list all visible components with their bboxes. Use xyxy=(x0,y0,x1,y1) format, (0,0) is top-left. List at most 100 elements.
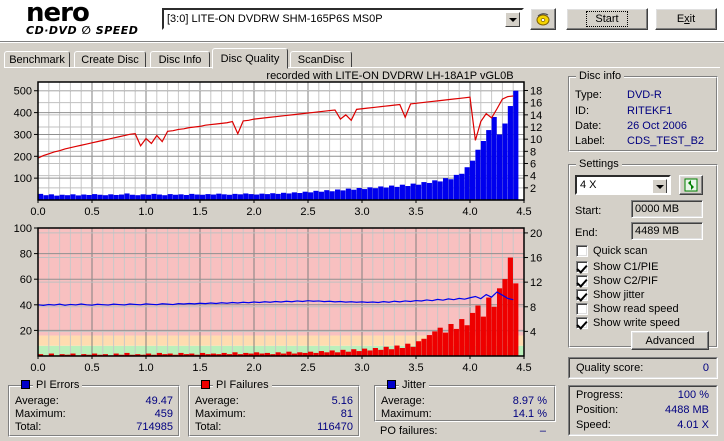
scan-end-label: End: xyxy=(575,227,598,239)
pie-speed-chart: 100 200 300 400 500 2 4 6 8 10 12 14 16 18 0.0 0.5 1.0 1.… xyxy=(0,72,564,222)
scan-end-value: 4489 MB xyxy=(635,225,680,237)
svg-text:3.5: 3.5 xyxy=(408,362,423,374)
tab-disc-quality[interactable]: Disc Quality xyxy=(212,48,288,69)
show-c2-pif-checkbox[interactable] xyxy=(576,275,588,287)
quick-scan-label: Quick scan xyxy=(593,245,648,257)
drive-select[interactable]: [3:0] LITE-ON DVDRW SHM-165P6S MS0P xyxy=(162,8,524,30)
logo-tagline-part2: SPEED xyxy=(95,24,139,37)
disc-type-value: DVD-R xyxy=(627,89,662,101)
header-divider xyxy=(0,41,724,43)
pi-errors-maximum-label: Maximum: xyxy=(15,408,66,420)
svg-text:200: 200 xyxy=(14,151,32,163)
svg-text:40: 40 xyxy=(20,300,32,312)
svg-text:100: 100 xyxy=(14,173,32,185)
svg-text:6: 6 xyxy=(530,159,536,171)
svg-text:80: 80 xyxy=(20,249,32,261)
tab-create-disc-label: Create Disc xyxy=(81,54,139,66)
po-failures-label: PO failures: xyxy=(380,425,438,437)
advanced-button[interactable]: Advanced xyxy=(631,331,709,350)
svg-text:3.0: 3.0 xyxy=(354,206,369,218)
logo-tagline: CD·DVD ∅ SPEED xyxy=(26,25,156,37)
scan-start-label: Start: xyxy=(575,205,602,217)
show-c1-pie-checkbox[interactable] xyxy=(576,261,588,273)
disc-id-value: RITEKF1 xyxy=(627,105,673,117)
tab-scandisc-label: ScanDisc xyxy=(297,54,345,66)
svg-text:4.0: 4.0 xyxy=(462,362,477,374)
logo-tagline-part1: CD·DVD xyxy=(26,24,78,37)
pi-errors-title: PI Errors xyxy=(33,379,83,391)
drive-select-value: [3:0] LITE-ON DVDRW SHM-165P6S MS0P xyxy=(167,13,383,25)
progress-value: 100 % xyxy=(677,389,709,401)
exit-button[interactable]: Exit xyxy=(655,8,717,30)
svg-text:10: 10 xyxy=(530,134,542,146)
refresh-disc-icon xyxy=(536,13,550,26)
jitter-color-swatch xyxy=(387,380,396,389)
speed-refresh-button[interactable] xyxy=(679,175,703,195)
progress-panel: Progress: 100 % Position: 4488 MB Speed:… xyxy=(568,385,718,436)
show-read-speed-checkbox[interactable] xyxy=(576,303,588,315)
svg-text:4.5: 4.5 xyxy=(516,362,531,374)
svg-text:20: 20 xyxy=(20,325,32,337)
svg-text:8: 8 xyxy=(530,146,536,158)
svg-text:1.0: 1.0 xyxy=(138,362,153,374)
advanced-button-label: Advanced xyxy=(645,334,695,347)
pi-errors-total-label: Total: xyxy=(15,421,42,433)
speed-value: 4.01 X xyxy=(677,419,709,431)
svg-text:100: 100 xyxy=(14,223,32,235)
svg-text:2.5: 2.5 xyxy=(300,206,315,218)
svg-text:12: 12 xyxy=(530,122,542,134)
pi-failures-panel: PI Failures Average: 5.16 Maximum: 81 To… xyxy=(188,379,360,437)
show-write-speed-label: Show write speed xyxy=(593,317,680,329)
pi-errors-total-value: 714985 xyxy=(136,421,173,433)
show-jitter-checkbox[interactable] xyxy=(576,289,588,301)
svg-text:4.0: 4.0 xyxy=(462,206,477,218)
tab-disc-info[interactable]: Disc Info xyxy=(150,51,210,68)
pi-errors-maximum-value: 459 xyxy=(154,408,173,420)
pi-failures-total-value: 116470 xyxy=(317,421,353,433)
svg-text:0.0: 0.0 xyxy=(30,206,45,218)
progress-label: Progress: xyxy=(576,389,624,401)
settings-title: Settings xyxy=(576,158,622,170)
svg-text:2.0: 2.0 xyxy=(246,362,261,374)
chevron-down-icon[interactable] xyxy=(652,179,667,193)
svg-text:2.0: 2.0 xyxy=(246,206,261,218)
show-write-speed-checkbox[interactable] xyxy=(576,317,588,329)
quick-scan-checkbox[interactable] xyxy=(576,245,588,257)
chart-recorder-label: recorded with LITE-ON DVDRW LH-18A1P vGL… xyxy=(266,70,514,82)
speed-select[interactable]: 4 X xyxy=(575,175,671,195)
pi-failures-maximum-label: Maximum: xyxy=(195,408,246,420)
svg-text:16: 16 xyxy=(530,98,542,110)
pi-failures-average-value: 5.16 xyxy=(331,395,353,407)
tab-benchmark[interactable]: Benchmark xyxy=(4,51,70,68)
svg-text:0.5: 0.5 xyxy=(84,362,99,374)
svg-text:8: 8 xyxy=(530,302,536,314)
disc-info-title: Disc info xyxy=(576,70,625,82)
svg-text:500: 500 xyxy=(14,86,32,98)
scan-end-field[interactable]: 4489 MB xyxy=(631,222,703,240)
svg-text:12: 12 xyxy=(530,277,542,289)
quality-score-panel: Quality score: 0 xyxy=(568,357,718,379)
svg-text:3.5: 3.5 xyxy=(408,206,423,218)
tab-disc-info-label: Disc Info xyxy=(158,54,202,66)
jitter-average-value: 8.97 % xyxy=(512,395,547,407)
nero-logo: nero CD·DVD ∅ SPEED xyxy=(26,0,156,41)
svg-text:4: 4 xyxy=(530,171,536,183)
pi-failures-color-swatch xyxy=(201,380,210,389)
po-failures-value: – xyxy=(539,425,546,437)
svg-text:3.0: 3.0 xyxy=(354,362,369,374)
svg-text:0.5: 0.5 xyxy=(84,206,99,218)
chevron-down-icon[interactable] xyxy=(505,12,520,27)
refresh-disc-button[interactable] xyxy=(530,8,556,30)
tab-disc-quality-label: Disc Quality xyxy=(220,52,280,65)
jitter-maximum-label: Maximum: xyxy=(381,408,432,420)
svg-text:0.0: 0.0 xyxy=(30,362,45,374)
settings-panel: Settings 4 X Start: 0000 MB End: 4489 MB… xyxy=(568,158,718,350)
start-button[interactable]: Start xyxy=(566,8,648,30)
tab-create-disc[interactable]: Create Disc xyxy=(74,51,146,68)
tab-scandisc[interactable]: ScanDisc xyxy=(290,51,352,68)
svg-text:16: 16 xyxy=(530,253,542,265)
speed-select-value: 4 X xyxy=(580,179,597,191)
logo-slash-icon: ∅ xyxy=(77,24,96,37)
pi-failures-title: PI Failures xyxy=(213,379,272,391)
scan-start-field[interactable]: 0000 MB xyxy=(631,200,703,218)
